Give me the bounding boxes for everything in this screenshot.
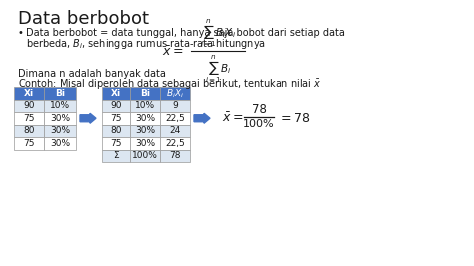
- Text: 100%: 100%: [132, 151, 158, 160]
- Text: $\sum_{i=1}^{n} B_i$: $\sum_{i=1}^{n} B_i$: [205, 53, 231, 85]
- Bar: [160, 87, 190, 99]
- Bar: [160, 99, 190, 112]
- Bar: [102, 149, 130, 162]
- Text: $\bar{x} = $: $\bar{x} = $: [162, 45, 183, 59]
- Text: 30%: 30%: [50, 114, 70, 123]
- Text: 10%: 10%: [50, 101, 70, 110]
- Bar: [160, 124, 190, 137]
- Text: Data berbobot: Data berbobot: [18, 10, 149, 28]
- Text: 9: 9: [172, 101, 178, 110]
- Text: 80: 80: [23, 126, 35, 135]
- Bar: [130, 137, 160, 149]
- Text: Xi: Xi: [24, 89, 34, 98]
- Bar: [14, 124, 44, 137]
- Text: 22,5: 22,5: [165, 139, 185, 148]
- Bar: [102, 87, 130, 99]
- Bar: [130, 124, 160, 137]
- Text: Xi: Xi: [111, 89, 121, 98]
- Text: Bi: Bi: [55, 89, 65, 98]
- Text: Σ: Σ: [113, 151, 119, 160]
- FancyArrow shape: [194, 113, 210, 123]
- Text: 80: 80: [110, 126, 122, 135]
- Bar: [102, 99, 130, 112]
- Bar: [130, 87, 160, 99]
- Text: $\bar{x} = $: $\bar{x} = $: [222, 111, 244, 125]
- Text: 78: 78: [169, 151, 181, 160]
- Bar: [14, 137, 44, 149]
- Text: $B_iX_i$: $B_iX_i$: [166, 87, 184, 99]
- FancyArrow shape: [80, 113, 96, 123]
- Bar: [44, 112, 76, 124]
- Text: 10%: 10%: [135, 101, 155, 110]
- Text: Contoh: Misal diperoleh data sebagai berikut, tentukan nilai $\bar{x}$: Contoh: Misal diperoleh data sebagai ber…: [18, 78, 321, 92]
- Bar: [14, 87, 44, 99]
- Bar: [14, 99, 44, 112]
- Text: 75: 75: [110, 114, 122, 123]
- Bar: [160, 149, 190, 162]
- Bar: [160, 112, 190, 124]
- Text: Data berbobot = data tunggal, hanya saja bobot dari setiap data: Data berbobot = data tunggal, hanya saja…: [26, 28, 345, 38]
- Text: 30%: 30%: [135, 114, 155, 123]
- Text: Bi: Bi: [140, 89, 150, 98]
- Text: 30%: 30%: [135, 139, 155, 148]
- Bar: [102, 137, 130, 149]
- Text: Dimana n adalah banyak data: Dimana n adalah banyak data: [18, 69, 166, 79]
- Bar: [44, 87, 76, 99]
- Bar: [130, 149, 160, 162]
- Text: 100%: 100%: [243, 119, 275, 129]
- Bar: [102, 124, 130, 137]
- Text: $= 78$: $= 78$: [278, 112, 310, 125]
- Text: 22,5: 22,5: [165, 114, 185, 123]
- Bar: [102, 112, 130, 124]
- Text: 90: 90: [110, 101, 122, 110]
- Text: 30%: 30%: [50, 139, 70, 148]
- Text: 75: 75: [110, 139, 122, 148]
- Bar: [130, 112, 160, 124]
- Bar: [160, 137, 190, 149]
- Text: •: •: [18, 28, 24, 38]
- Text: 78: 78: [252, 103, 266, 116]
- Bar: [44, 99, 76, 112]
- Text: berbeda, $B_i$, sehingga rumus rata-rata hitungnya: berbeda, $B_i$, sehingga rumus rata-rata…: [26, 37, 266, 51]
- Text: 30%: 30%: [50, 126, 70, 135]
- Bar: [130, 99, 160, 112]
- Bar: [14, 112, 44, 124]
- Bar: [44, 137, 76, 149]
- Text: 75: 75: [23, 114, 35, 123]
- Text: $\sum_{i=1}^{n} B_i X_i$: $\sum_{i=1}^{n} B_i X_i$: [200, 17, 236, 49]
- Text: 24: 24: [169, 126, 181, 135]
- Text: 90: 90: [23, 101, 35, 110]
- Bar: [44, 124, 76, 137]
- Text: 75: 75: [23, 139, 35, 148]
- Text: 30%: 30%: [135, 126, 155, 135]
